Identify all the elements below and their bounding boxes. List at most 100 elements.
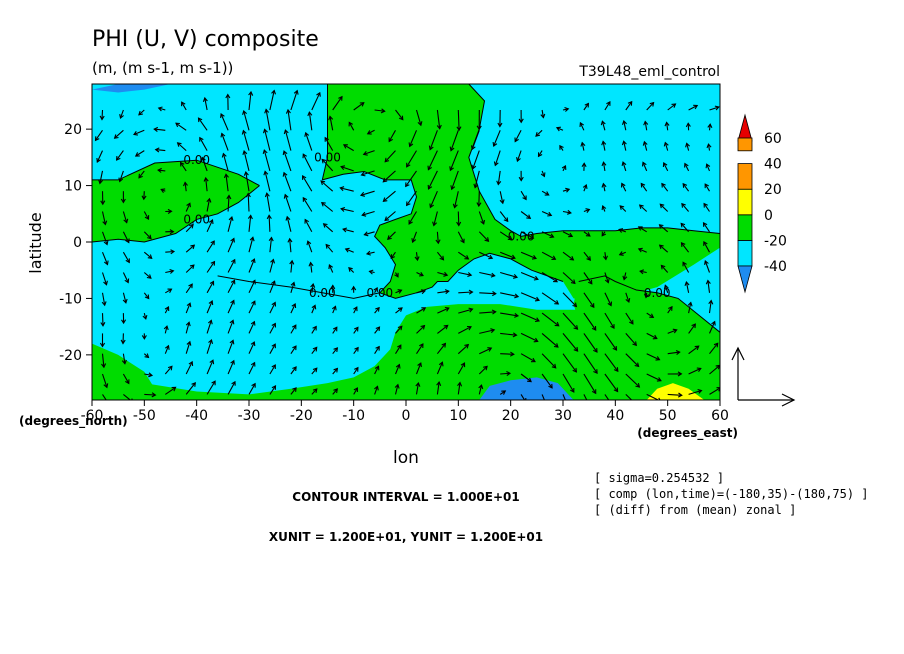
vector-head-309 bbox=[282, 171, 288, 177]
vector-head-300 bbox=[100, 200, 106, 206]
vector-arrow-334 bbox=[180, 162, 187, 172]
vector-arrow-332 bbox=[138, 170, 145, 179]
vector-head-27 bbox=[677, 392, 683, 398]
vector-head-94 bbox=[185, 321, 191, 327]
vector-head-77 bbox=[464, 343, 470, 349]
vector-head-127 bbox=[251, 300, 256, 306]
vector-arrow-228 bbox=[479, 251, 493, 259]
vector-head-201 bbox=[553, 277, 559, 283]
vector-head-368 bbox=[262, 128, 268, 134]
vector-arrow-235 bbox=[619, 251, 627, 256]
vector-arrow-354 bbox=[602, 162, 606, 171]
vector-head-291 bbox=[547, 211, 553, 217]
vector-head-169 bbox=[514, 293, 520, 299]
vector-head-428 bbox=[271, 89, 277, 95]
vector-arrow-98 bbox=[269, 323, 276, 334]
vector-head-97 bbox=[250, 320, 256, 326]
vector-head-18 bbox=[478, 384, 484, 390]
vector-head-385 bbox=[621, 140, 627, 146]
vector-head-126 bbox=[230, 299, 235, 305]
vector-arrow-286 bbox=[433, 211, 438, 226]
vector-arrow-38 bbox=[269, 364, 276, 375]
vector-head-99 bbox=[291, 324, 297, 330]
vector-head-412 bbox=[555, 126, 561, 132]
vector-arrow-8 bbox=[269, 385, 276, 395]
vector-arrow-437 bbox=[457, 109, 460, 131]
vector-arrow-218 bbox=[269, 237, 273, 253]
vector-arrow-136 bbox=[437, 307, 450, 314]
vector-arrow-25 bbox=[625, 394, 633, 400]
vector-arrow-373 bbox=[363, 150, 375, 155]
vector-head-91 bbox=[120, 339, 126, 345]
vector-arrow-142 bbox=[562, 312, 578, 330]
vector-arrow-448 bbox=[688, 105, 698, 111]
vector-arrow-363 bbox=[155, 149, 166, 152]
vector-head-353 bbox=[581, 162, 587, 168]
vector-head-228 bbox=[488, 254, 494, 260]
region-4 bbox=[92, 84, 171, 93]
vector-arrow-299 bbox=[703, 203, 710, 212]
vector-arrow-302 bbox=[143, 191, 145, 200]
vector-head-166 bbox=[444, 289, 450, 295]
vector-arrow-195 bbox=[416, 272, 424, 277]
vector-arrow-227 bbox=[457, 251, 469, 260]
vector-head-379 bbox=[493, 161, 499, 167]
vector-head-305 bbox=[203, 176, 209, 182]
vector-head-307 bbox=[243, 170, 249, 176]
vector-head-335 bbox=[200, 156, 206, 162]
vector-arrow-446 bbox=[646, 102, 655, 111]
vector-head-316 bbox=[429, 203, 435, 209]
vector-head-46 bbox=[438, 361, 444, 367]
vector-arrow-54 bbox=[604, 373, 619, 392]
vector-head-203 bbox=[587, 279, 593, 285]
vector-head-148 bbox=[687, 301, 693, 307]
vector-head-89 bbox=[713, 342, 719, 348]
vector-head-66 bbox=[229, 339, 235, 345]
vector-head-272 bbox=[144, 215, 150, 221]
vector-head-221 bbox=[325, 243, 331, 249]
vector-head-371 bbox=[324, 136, 329, 142]
vector-arrow-405 bbox=[409, 130, 418, 147]
vector-arrow-71 bbox=[332, 347, 338, 355]
vector-arrow-190 bbox=[310, 262, 313, 273]
vector-head-188 bbox=[270, 258, 276, 264]
vector-arrow-390 bbox=[95, 129, 103, 141]
vector-arrow-21 bbox=[541, 394, 546, 400]
vector-head-232 bbox=[569, 255, 575, 261]
vector-arrow-118 bbox=[688, 323, 696, 334]
vector-head-160 bbox=[310, 282, 316, 288]
vector-arrow-76 bbox=[436, 343, 446, 355]
vector-arrow-225 bbox=[415, 252, 419, 261]
vector-head-339 bbox=[282, 150, 288, 156]
vector-arrow-253 bbox=[364, 231, 375, 236]
vector-head-302 bbox=[141, 195, 147, 201]
vector-head-2 bbox=[151, 392, 157, 398]
vector-head-332 bbox=[138, 173, 143, 179]
vector-arrow-333 bbox=[158, 169, 166, 172]
vector-arrow-232 bbox=[562, 251, 574, 261]
vector-head-269 bbox=[702, 222, 708, 227]
vector-head-250 bbox=[304, 218, 309, 224]
vector-head-98 bbox=[271, 322, 277, 328]
vector-head-323 bbox=[582, 184, 588, 189]
vector-head-400 bbox=[307, 111, 313, 117]
vector-arrow-389 bbox=[707, 144, 711, 151]
vector-arrow-49 bbox=[500, 372, 511, 375]
vector-head-264 bbox=[601, 231, 607, 237]
vector-head-265 bbox=[618, 228, 624, 233]
vector-arrow-107 bbox=[458, 326, 472, 334]
vector-head-167 bbox=[468, 289, 474, 295]
vector-head-136 bbox=[444, 306, 450, 312]
vector-arrow-428 bbox=[269, 90, 275, 111]
vector-arrow-180 bbox=[101, 272, 108, 285]
vector-arrow-28 bbox=[688, 389, 702, 395]
vector-arrow-338 bbox=[263, 149, 271, 172]
vector-arrow-170 bbox=[520, 292, 540, 301]
vector-head-42 bbox=[354, 366, 359, 372]
colorbar-segment-1 bbox=[737, 214, 753, 241]
vector-arrow-138 bbox=[479, 311, 496, 314]
vector-head-125 bbox=[208, 300, 214, 306]
vector-head-174 bbox=[607, 301, 613, 307]
vector-head-230 bbox=[531, 254, 537, 260]
vector-arrow-414 bbox=[601, 121, 606, 131]
